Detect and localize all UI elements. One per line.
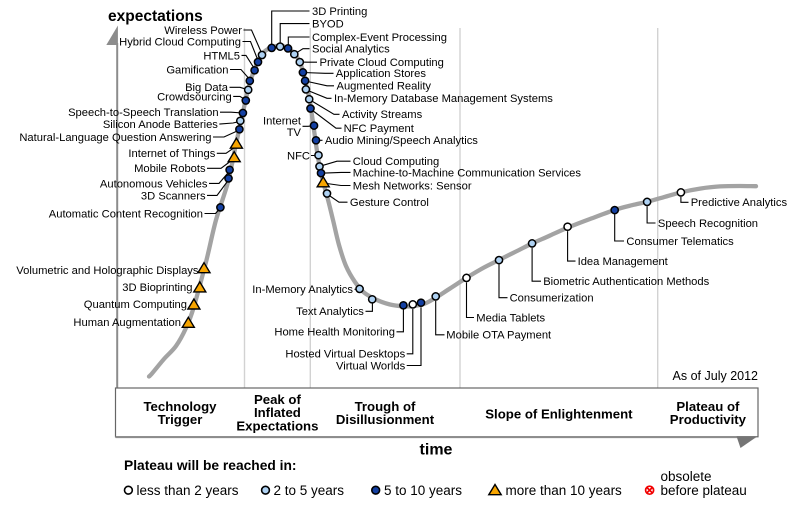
svg-text:Wireless Power: Wireless Power (164, 25, 242, 37)
svg-text:In-Memory Analytics: In-Memory Analytics (252, 284, 353, 296)
svg-text:Technology: Technology (143, 399, 217, 414)
svg-text:HTML5: HTML5 (203, 50, 240, 62)
svg-text:Human Augmentation: Human Augmentation (73, 317, 181, 329)
svg-text:Mobile Robots: Mobile Robots (134, 163, 206, 175)
svg-text:Machine-to-Machine Communicati: Machine-to-Machine Communication Service… (353, 167, 582, 179)
svg-text:3D Scanners: 3D Scanners (141, 190, 206, 202)
svg-text:Quantum Computing: Quantum Computing (84, 299, 187, 311)
svg-text:Big Data: Big Data (185, 82, 229, 94)
svg-text:Crowdsourcing: Crowdsourcing (157, 91, 232, 103)
svg-text:5 to 10 years: 5 to 10 years (384, 483, 462, 498)
svg-text:NFC Payment: NFC Payment (344, 123, 415, 135)
svg-text:Audio Mining/Speech Analytics: Audio Mining/Speech Analytics (325, 135, 478, 147)
svg-text:Autonomous Vehicles: Autonomous Vehicles (100, 178, 208, 190)
svg-text:Biometric Authentication Metho: Biometric Authentication Methods (543, 276, 709, 288)
svg-text:Automatic Content Recognition: Automatic Content Recognition (49, 208, 203, 220)
svg-text:Idea Management: Idea Management (578, 256, 669, 268)
svg-text:Volumetric and Holographic Dis: Volumetric and Holographic Displays (16, 265, 199, 277)
svg-text:Slope of Enlightenment: Slope of Enlightenment (485, 406, 633, 421)
svg-text:Private Cloud Computing: Private Cloud Computing (320, 57, 444, 69)
svg-text:3D Printing: 3D Printing (312, 6, 367, 18)
svg-text:Complex-Event Processing: Complex-Event Processing (312, 32, 447, 44)
svg-text:Augmented Reality: Augmented Reality (337, 81, 432, 93)
svg-text:Productivity: Productivity (670, 412, 747, 427)
svg-text:Plateau of: Plateau of (676, 399, 740, 414)
svg-text:Speech-to-Speech Translation: Speech-to-Speech Translation (68, 107, 219, 119)
svg-text:Disillusionment: Disillusionment (336, 412, 435, 427)
svg-text:Gesture Control: Gesture Control (350, 197, 429, 209)
svg-text:Internet of Things: Internet of Things (128, 148, 215, 160)
svg-text:Inflated: Inflated (254, 405, 301, 420)
svg-text:BYOD: BYOD (312, 19, 344, 31)
svg-text:Speech Recognition: Speech Recognition (658, 218, 758, 230)
svg-text:Peak of: Peak of (254, 392, 302, 407)
svg-text:Consumer Telematics: Consumer Telematics (626, 236, 734, 248)
svg-text:Consumerization: Consumerization (510, 293, 594, 305)
svg-text:Internet: Internet (263, 116, 302, 128)
svg-text:Expectations: Expectations (236, 418, 318, 433)
svg-text:As of July 2012: As of July 2012 (673, 369, 759, 383)
svg-text:Plateau will be reached in:: Plateau will be reached in: (124, 458, 297, 473)
svg-text:Trigger: Trigger (158, 412, 203, 427)
svg-text:Application Stores: Application Stores (336, 68, 427, 80)
svg-text:more than 10 years: more than 10 years (506, 483, 623, 498)
svg-text:Cloud Computing: Cloud Computing (353, 156, 439, 168)
svg-text:expectations: expectations (108, 8, 203, 25)
svg-text:time: time (420, 442, 453, 459)
svg-text:In-Memory Database Management: In-Memory Database Management Systems (334, 93, 553, 105)
svg-text:Trough of: Trough of (355, 399, 416, 414)
svg-text:TV: TV (287, 127, 302, 139)
svg-text:Silicon Anode Batteries: Silicon Anode Batteries (103, 119, 218, 131)
svg-text:3D Bioprinting: 3D Bioprinting (122, 282, 192, 294)
svg-text:obsolete: obsolete (661, 469, 712, 484)
svg-text:2 to 5 years: 2 to 5 years (274, 483, 345, 498)
svg-text:Activity Streams: Activity Streams (342, 109, 423, 121)
svg-text:Predictive Analytics: Predictive Analytics (691, 197, 788, 209)
svg-text:Natural-Language Question Answ: Natural-Language Question Answering (19, 132, 211, 144)
svg-text:Mobile OTA Payment: Mobile OTA Payment (446, 330, 552, 342)
svg-text:Mesh Networks: Sensor: Mesh Networks: Sensor (353, 180, 472, 192)
svg-text:Gamification: Gamification (166, 64, 228, 76)
svg-text:Media Tablets: Media Tablets (476, 312, 545, 324)
svg-text:before plateau: before plateau (661, 483, 747, 498)
svg-text:less than 2 years: less than 2 years (137, 483, 239, 498)
svg-text:Hosted Virtual Desktops: Hosted Virtual Desktops (285, 349, 405, 361)
svg-text:Home Health Monitoring: Home Health Monitoring (274, 327, 395, 339)
svg-text:Virtual Worlds: Virtual Worlds (336, 360, 406, 372)
svg-text:Text Analytics: Text Analytics (296, 306, 364, 318)
svg-text:Social Analytics: Social Analytics (312, 44, 390, 56)
svg-text:Hybrid Cloud Computing: Hybrid Cloud Computing (119, 36, 241, 48)
svg-text:NFC: NFC (287, 151, 310, 163)
